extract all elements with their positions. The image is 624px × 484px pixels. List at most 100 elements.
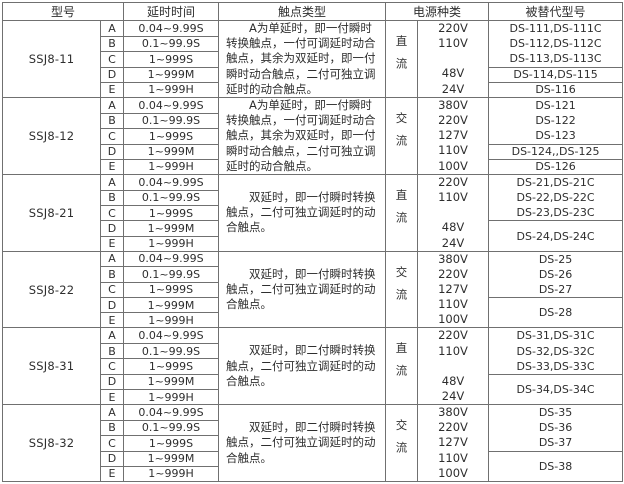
variant-letter: E (99, 81, 125, 99)
table-row: E 1~999H (3, 312, 623, 329)
contact-type-cell: A为单延时，即一付瞬时转换触点，一付可调延时动合触点，其余为双延时，即一付瞬时动… (218, 97, 387, 176)
voltage-value: 220V (438, 420, 468, 435)
voltage-value: 48V (441, 66, 465, 81)
delay-range: 1~999S (123, 435, 220, 452)
delay-range: 1~999M (123, 297, 220, 314)
delay-range: 0.04~9.99S (123, 174, 220, 191)
voltage-value: 220V (438, 328, 468, 343)
model-cell: SSJ8-21 (2, 174, 101, 252)
variant-letter: A (99, 327, 125, 344)
delay-range: 1~999M (123, 450, 220, 467)
replaced-models-cell: DS-21,DS-21C DS-22,DS-22C DS-23,DS-23C (488, 174, 624, 222)
voltage-value: 220V (438, 21, 468, 35)
power-kind-cell: 直流 (385, 174, 419, 252)
variant-letter: B (99, 342, 125, 360)
table-row: B 0.1~99.9S (3, 342, 623, 360)
variant-letter: E (99, 312, 125, 329)
table-row: B 0.1~99.9S (3, 266, 623, 283)
table-row: SSJ8-21 A 0.04~9.99S 双延时，即一付瞬时转换触点，二付可独立… (2, 174, 624, 252)
replaced-models-cell: DS-24,DS-24C (488, 220, 624, 252)
replaced-model: DS-123 (535, 129, 576, 143)
replaced-model: DS-21,DS-21C (516, 176, 595, 190)
power-kind-text: 直流 (394, 342, 409, 388)
replaced-model: DS-22,DS-22C (516, 191, 595, 205)
contact-type-text: 双延时，即一付瞬时转换触点，二付可独立调延时的动合触点。 (226, 190, 376, 235)
delay-range: 0.04~9.99S (123, 327, 220, 344)
table-row: C 1~999S (3, 358, 623, 375)
variant-letter: C (99, 51, 125, 68)
delay-range: 1~999M (123, 373, 220, 391)
replaced-model: DS-33,DS-33C (516, 359, 595, 373)
replaced-model: DS-32,DS-32C (516, 344, 595, 358)
replaced-model: DS-31,DS-31C (516, 329, 595, 343)
contact-type-cell: 双延时，即二付瞬时转换触点，二付可独立调延时的动合触点。 (218, 327, 387, 406)
voltage-value: 380V (438, 98, 468, 113)
power-kind-text: 交流 (394, 265, 409, 311)
replaced-models-cell: DS-126 (488, 158, 624, 176)
voltage-value (419, 359, 488, 374)
contact-type-text: 双延时，即二付瞬时转换触点，二付可独立调延时的动合触点。 (226, 343, 376, 388)
delay-range: 0.1~99.9S (123, 266, 220, 283)
voltage-cell: 380V 220V 127V 110V 100V (417, 250, 490, 329)
replaced-models-cell: DS-111,DS-111C DS-112,DS-112C DS-113,DS-… (488, 20, 624, 68)
delay-range: 1~999M (123, 143, 220, 160)
replaced-models-cell: DS-28 (488, 297, 624, 329)
voltage-value: 100V (438, 465, 468, 480)
power-kind-cell: 交流 (385, 250, 419, 329)
delay-range: 1~999H (123, 312, 220, 329)
voltage-value: 110V (438, 450, 468, 465)
delay-range: 1~999H (123, 235, 220, 252)
voltage-value: 100V (438, 158, 468, 173)
delay-range: 1~999S (123, 51, 220, 68)
replaced-model: DS-35 (538, 406, 573, 420)
replaced-model: DS-26 (538, 267, 573, 281)
variant-letter: C (99, 435, 125, 452)
table-row: E 1~999H DS-126 (3, 158, 624, 176)
delay-range: 0.04~9.99S (123, 20, 220, 37)
table-row: B 0.1~99.9S (3, 112, 623, 130)
power-kind-text: 直流 (394, 35, 409, 80)
voltage-value: 110V (438, 143, 468, 158)
replaced-model: DS-122 (535, 114, 576, 128)
variant-letter: D (99, 220, 125, 237)
power-kind-text: 交流 (394, 112, 409, 158)
variant-letter: E (99, 388, 125, 406)
voltage-value: 380V (438, 405, 468, 420)
variant-letter: D (99, 66, 125, 83)
replaced-models-cell: DS-114,DS-115 (488, 66, 624, 83)
model-cell: SSJ8-32 (2, 404, 101, 482)
header-delay: 延时时间 (123, 2, 220, 21)
table-row: C 1~999S (3, 281, 623, 299)
delay-range: 1~999H (123, 388, 220, 406)
variant-letter: C (99, 281, 125, 299)
header-model: 型号 (1, 2, 125, 21)
power-kind-cell: 直流 (385, 327, 419, 406)
table-row: E 1~999H (3, 388, 623, 406)
variant-letter: B (99, 35, 125, 53)
delay-range: 0.1~99.9S (123, 419, 220, 437)
replaced-models-cell: DS-116 (488, 81, 624, 99)
header-replaced: 被替代型号 (488, 2, 624, 21)
voltage-cell: 380V 220V 127V 110V 100V (417, 97, 490, 176)
delay-range: 1~999S (123, 204, 220, 222)
voltage-value: 110V (438, 190, 468, 205)
voltage-value: 24V (441, 389, 465, 403)
voltage-value: 24V (441, 235, 465, 250)
replaced-models-cell: DS-34,DS-34C (488, 373, 624, 406)
table-row: SSJ8-32 A 0.04~9.99S 双延时，即二付瞬时转换触点，二付可独立… (2, 404, 624, 482)
voltage-value: 110V (438, 297, 468, 312)
replaced-model: DS-36 (538, 421, 573, 435)
replaced-models-cell: DS-25 DS-26 DS-27 (488, 250, 624, 299)
table-row: SSJ8-12 A 0.04~9.99S A为单延时，即一付瞬时转换触点，一付可… (2, 97, 624, 176)
delay-range: 1~999S (123, 358, 220, 375)
contact-type-cell: A为单延时，即一付瞬时转换触点，一付可调延时动合触点，其余为双延时，即一付瞬时动… (218, 19, 387, 99)
contact-type-text: 双延时，即二付瞬时转换触点，二付可独立调延时的动合触点。 (226, 420, 376, 465)
header-contact: 触点类型 (218, 2, 387, 21)
voltage-cell: 220V 110V 48V 24V (417, 19, 490, 99)
variant-letter: C (99, 358, 125, 375)
replaced-model: DS-37 (538, 436, 573, 450)
voltage-value: 380V (438, 251, 468, 266)
voltage-value: 220V (438, 266, 468, 281)
voltage-cell: 220V 110V 48V 24V (417, 174, 490, 252)
